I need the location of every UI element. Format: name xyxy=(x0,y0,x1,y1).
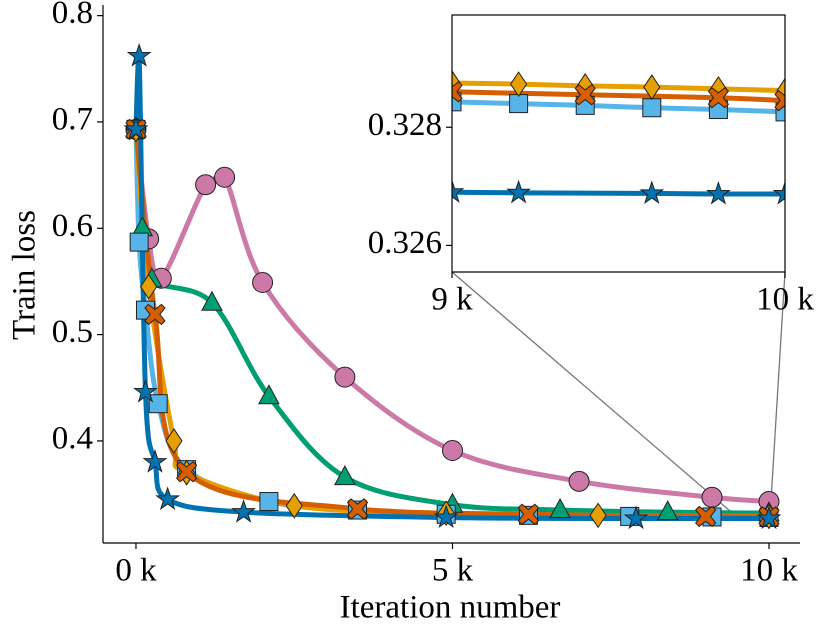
line xyxy=(452,89,785,104)
marker xyxy=(214,166,236,188)
y-axis-label: Train loss xyxy=(7,210,43,340)
marker xyxy=(707,87,730,109)
marker xyxy=(201,290,223,311)
marker xyxy=(701,486,723,508)
marker xyxy=(639,180,665,204)
marker xyxy=(452,81,463,103)
marker xyxy=(549,497,571,519)
marker xyxy=(259,492,279,512)
plot-area xyxy=(452,70,785,205)
y-tick-label: 0.326 xyxy=(368,225,442,261)
x-tick-label: 5 k xyxy=(432,553,474,589)
marker xyxy=(774,89,785,112)
x-tick-label: 0 k xyxy=(115,553,157,589)
marker xyxy=(258,384,280,405)
marker xyxy=(346,498,369,520)
marker xyxy=(252,272,274,294)
marker xyxy=(656,500,679,521)
marker xyxy=(441,439,463,461)
marker xyxy=(334,465,356,486)
marker xyxy=(433,504,459,529)
marker xyxy=(144,303,166,326)
marker xyxy=(165,428,183,454)
marker xyxy=(148,394,168,414)
marker xyxy=(140,273,158,300)
y-tick-label: 0.4 xyxy=(52,421,93,457)
marker xyxy=(285,492,303,519)
marker xyxy=(642,98,662,118)
marker xyxy=(133,378,158,403)
marker xyxy=(756,505,782,530)
marker xyxy=(334,366,356,388)
y-tick-label: 0.8 xyxy=(52,0,93,31)
marker xyxy=(589,502,607,529)
marker xyxy=(452,179,465,203)
marker xyxy=(452,92,462,112)
marker xyxy=(175,461,198,483)
marker xyxy=(129,232,149,252)
marker xyxy=(574,84,596,106)
x-tick-label: 10 k xyxy=(756,282,814,318)
marker xyxy=(126,42,152,67)
marker xyxy=(705,180,731,205)
marker xyxy=(231,499,257,523)
x-axis-label: Iteration number xyxy=(340,590,561,626)
marker xyxy=(775,102,785,122)
marker xyxy=(568,470,590,492)
y-tick-label: 0.328 xyxy=(368,107,442,143)
zoom-connector xyxy=(769,271,786,518)
y-tick-label: 0.7 xyxy=(52,102,93,138)
x-tick-label: 10 k xyxy=(740,553,798,589)
marker xyxy=(509,71,528,98)
marker xyxy=(142,449,168,473)
inset-background xyxy=(452,15,785,272)
y-tick-label: 0.5 xyxy=(52,314,93,350)
y-tick-label: 0.6 xyxy=(52,208,93,244)
marker xyxy=(155,486,181,510)
marker xyxy=(643,74,661,100)
line xyxy=(452,189,785,197)
zoom-connector xyxy=(451,271,738,518)
inset-frame xyxy=(451,14,786,273)
marker xyxy=(509,94,529,114)
marker xyxy=(195,174,217,196)
marker xyxy=(517,503,540,525)
marker xyxy=(506,179,532,204)
marker xyxy=(123,116,149,140)
marker xyxy=(695,505,717,528)
marker xyxy=(623,505,649,530)
x-tick-label: 9 k xyxy=(431,282,473,318)
plot-area xyxy=(123,42,782,530)
marker xyxy=(772,180,785,205)
